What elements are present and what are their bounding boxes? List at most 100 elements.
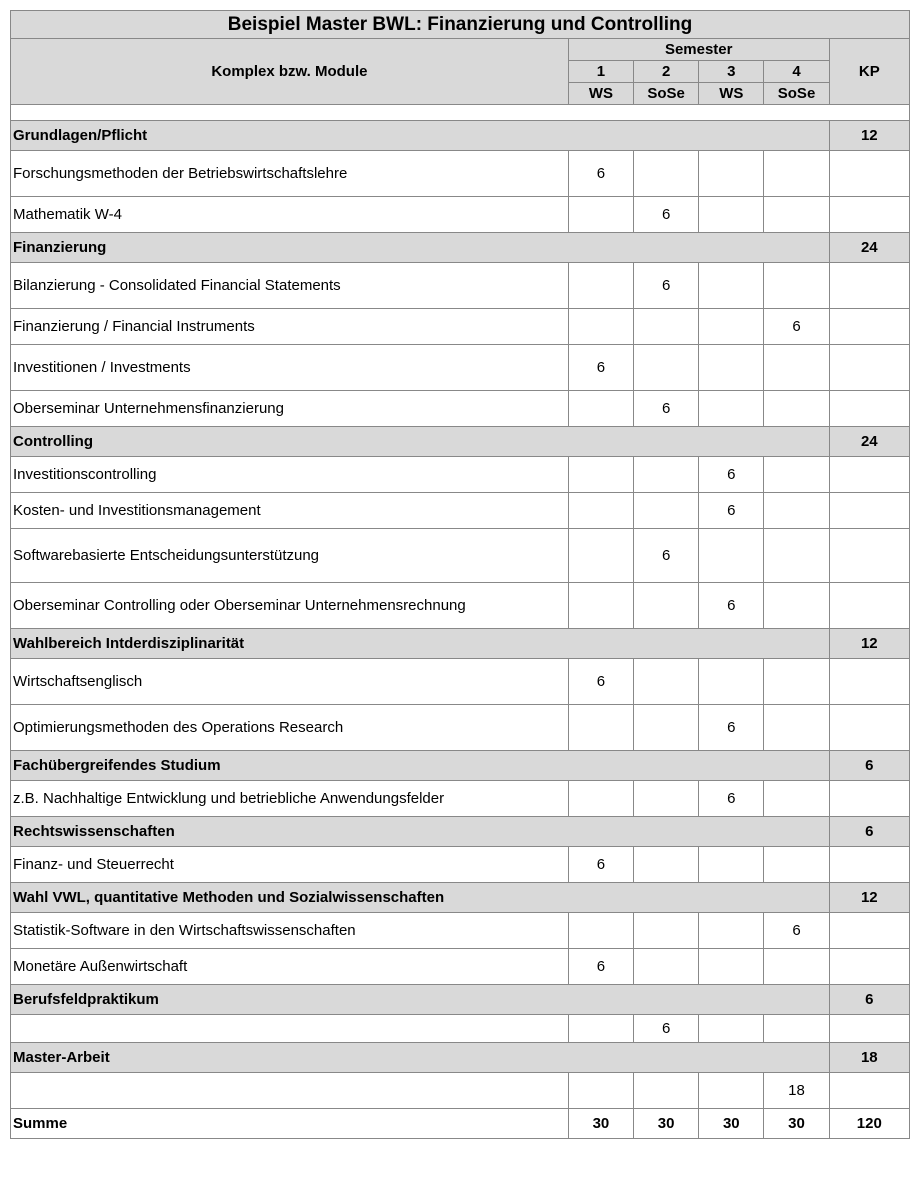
module-row: Kosten- und Investitionsmanagement6 <box>11 493 910 529</box>
module-sem-4 <box>764 781 829 817</box>
module-sem-3 <box>699 529 764 583</box>
module-row: z.B. Nachhaltige Entwicklung und betrieb… <box>11 781 910 817</box>
curriculum-table: Beispiel Master BWL: Finanzierung und Co… <box>10 10 910 1139</box>
module-kp <box>829 583 909 629</box>
header-term-1: WS <box>568 83 633 105</box>
module-sem-2 <box>634 659 699 705</box>
module-row: Softwarebasierte Entscheidungsunterstütz… <box>11 529 910 583</box>
module-sem-4 <box>764 847 829 883</box>
module-sem-4 <box>764 659 829 705</box>
module-sem-2 <box>634 345 699 391</box>
section-kp: 24 <box>829 427 909 457</box>
module-row: 18 <box>11 1073 910 1109</box>
module-sem-4 <box>764 197 829 233</box>
module-sem-1 <box>568 457 633 493</box>
header-kp: KP <box>829 39 909 105</box>
module-sem-1: 6 <box>568 949 633 985</box>
module-row: Mathematik W-46 <box>11 197 910 233</box>
section-row: Grundlagen/Pflicht12 <box>11 121 910 151</box>
module-sem-2 <box>634 151 699 197</box>
module-kp <box>829 151 909 197</box>
header-term-4: SoSe <box>764 83 829 105</box>
module-row: 6 <box>11 1015 910 1043</box>
module-sem-2 <box>634 1073 699 1109</box>
section-row: Fachübergreifendes Studium6 <box>11 751 910 781</box>
module-row: Monetäre Außenwirtschaft6 <box>11 949 910 985</box>
module-kp <box>829 391 909 427</box>
module-sem-4 <box>764 457 829 493</box>
module-sem-3: 6 <box>699 705 764 751</box>
module-label: Finanzierung / Financial Instruments <box>11 309 569 345</box>
module-sem-2: 6 <box>634 197 699 233</box>
module-row: Investitionscontrolling6 <box>11 457 910 493</box>
module-sem-1 <box>568 197 633 233</box>
sum-label: Summe <box>11 1109 569 1139</box>
module-sem-3 <box>699 197 764 233</box>
section-kp: 6 <box>829 985 909 1015</box>
module-kp <box>829 345 909 391</box>
module-row: Finanz- und Steuerrecht6 <box>11 847 910 883</box>
module-sem-2 <box>634 493 699 529</box>
module-label: Oberseminar Unternehmensfinanzierung <box>11 391 569 427</box>
module-sem-4: 18 <box>764 1073 829 1109</box>
module-row: Wirtschaftsenglisch6 <box>11 659 910 705</box>
section-kp: 6 <box>829 817 909 847</box>
module-kp <box>829 781 909 817</box>
module-sem-3: 6 <box>699 583 764 629</box>
section-kp: 18 <box>829 1043 909 1073</box>
module-kp <box>829 263 909 309</box>
module-sem-3: 6 <box>699 781 764 817</box>
module-label <box>11 1073 569 1109</box>
section-kp: 12 <box>829 629 909 659</box>
module-sem-1 <box>568 913 633 949</box>
module-row: Optimierungsmethoden des Operations Rese… <box>11 705 910 751</box>
module-sem-1 <box>568 1073 633 1109</box>
section-kp: 12 <box>829 883 909 913</box>
module-sem-2 <box>634 705 699 751</box>
module-sem-2 <box>634 583 699 629</box>
module-sem-3 <box>699 1073 764 1109</box>
module-label: Softwarebasierte Entscheidungsunterstütz… <box>11 529 569 583</box>
header-sem-1: 1 <box>568 61 633 83</box>
header-term-3: WS <box>699 83 764 105</box>
module-sem-3 <box>699 309 764 345</box>
sum-sem-4: 30 <box>764 1109 829 1139</box>
module-sem-3 <box>699 949 764 985</box>
sum-row: Summe30303030120 <box>11 1109 910 1139</box>
section-row: Master-Arbeit18 <box>11 1043 910 1073</box>
module-label: z.B. Nachhaltige Entwicklung und betrieb… <box>11 781 569 817</box>
module-sem-1 <box>568 781 633 817</box>
module-sem-2 <box>634 781 699 817</box>
module-kp <box>829 705 909 751</box>
section-row: Controlling24 <box>11 427 910 457</box>
section-row: Rechtswissenschaften6 <box>11 817 910 847</box>
module-label: Investitionscontrolling <box>11 457 569 493</box>
module-kp <box>829 457 909 493</box>
module-kp <box>829 529 909 583</box>
section-label: Berufsfeldpraktikum <box>11 985 830 1015</box>
module-sem-3 <box>699 847 764 883</box>
section-row: Berufsfeldpraktikum6 <box>11 985 910 1015</box>
module-label <box>11 1015 569 1043</box>
module-sem-4 <box>764 705 829 751</box>
module-sem-1 <box>568 263 633 309</box>
module-label: Monetäre Außenwirtschaft <box>11 949 569 985</box>
module-sem-3 <box>699 913 764 949</box>
module-kp <box>829 197 909 233</box>
module-label: Bilanzierung - Consolidated Financial St… <box>11 263 569 309</box>
module-sem-1 <box>568 309 633 345</box>
module-sem-2 <box>634 847 699 883</box>
section-label: Master-Arbeit <box>11 1043 830 1073</box>
title-row: Beispiel Master BWL: Finanzierung und Co… <box>11 11 910 39</box>
module-kp <box>829 1073 909 1109</box>
section-label: Finanzierung <box>11 233 830 263</box>
module-row: Statistik-Software in den Wirtschaftswis… <box>11 913 910 949</box>
module-sem-1 <box>568 705 633 751</box>
module-label: Oberseminar Controlling oder Oberseminar… <box>11 583 569 629</box>
header-row-1: Komplex bzw. Module Semester KP <box>11 39 910 61</box>
module-sem-4: 6 <box>764 309 829 345</box>
module-sem-1 <box>568 529 633 583</box>
module-label: Optimierungsmethoden des Operations Rese… <box>11 705 569 751</box>
module-row: Finanzierung / Financial Instruments 6 <box>11 309 910 345</box>
module-sem-2: 6 <box>634 1015 699 1043</box>
